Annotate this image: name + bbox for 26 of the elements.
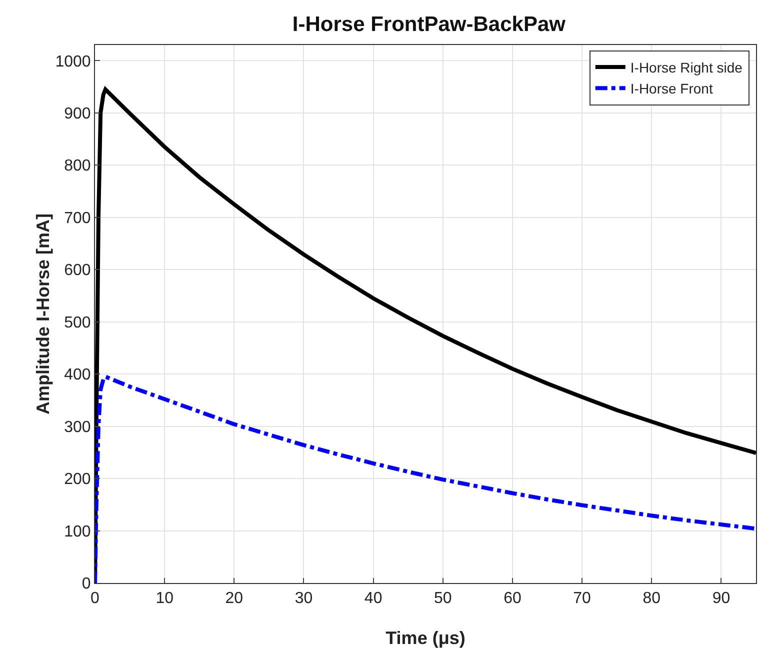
line-series	[95, 374, 756, 583]
x-tick-label: 10	[156, 590, 174, 608]
legend-label: I-Horse Front	[630, 80, 713, 97]
y-axis-title: Amplitude I-Horse [mA]	[33, 213, 53, 415]
y-tick-label: 700	[64, 210, 91, 227]
y-tick-label: 600	[64, 262, 91, 280]
x-tick-label: 40	[364, 590, 382, 608]
y-tick-label: 0	[82, 576, 91, 593]
y-tick-label: 500	[64, 314, 91, 332]
y-tick-label: 800	[64, 158, 91, 175]
x-tick-label: 90	[712, 590, 730, 608]
y-tick-label: 100	[64, 523, 91, 540]
x-tick-label: 30	[294, 590, 313, 608]
x-tick-label: 50	[434, 590, 452, 608]
y-tick-label: 900	[64, 106, 91, 122]
x-tick-label: 20	[225, 590, 244, 608]
y-tick-label: 400	[64, 366, 91, 384]
x-tick-label: 70	[573, 590, 592, 608]
chart-title: I-Horse FrontPaw-BackPaw	[292, 12, 566, 36]
y-tick-label: 200	[64, 471, 91, 488]
y-tick-label: 300	[64, 418, 91, 436]
y-tick-label: 1000	[55, 53, 91, 70]
legend-label: I-Horse Right side	[630, 59, 743, 76]
x-axis-title: Time (μs)	[386, 628, 466, 648]
x-tick-label: 80	[642, 590, 661, 608]
x-tick-label: 60	[504, 590, 522, 608]
